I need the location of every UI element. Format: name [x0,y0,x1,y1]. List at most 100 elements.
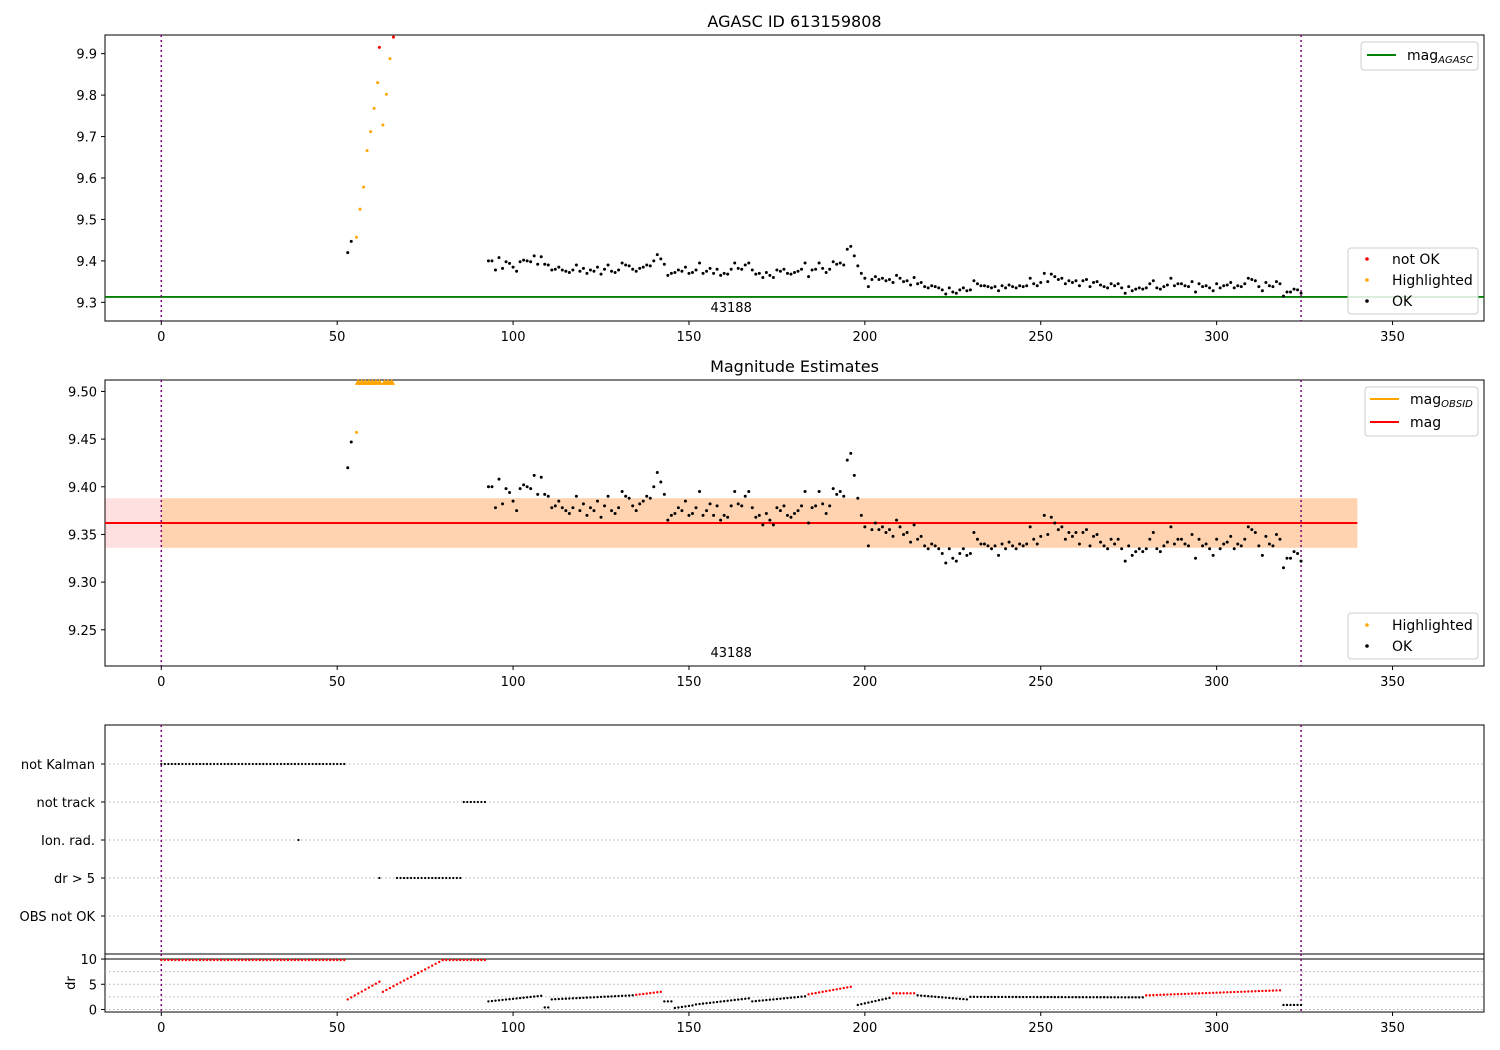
flag-point [402,876,406,880]
data-point [807,521,811,525]
data-point [880,525,884,529]
data-point [1289,556,1293,560]
data-point [905,531,909,535]
data-point [1106,547,1110,551]
dr-point [606,995,610,998]
data-point [515,269,519,273]
dr-point [821,990,824,994]
data-point [775,268,779,272]
data-point [1253,531,1257,535]
data-point [990,286,993,290]
data-point [1162,285,1166,289]
legend-marker [1365,257,1369,261]
data-point [1004,286,1008,290]
dr-point [237,958,240,962]
data-point [982,542,986,546]
dr-point [216,958,219,962]
data-point [782,504,786,508]
data-point [993,285,997,289]
dr-point [779,997,782,1000]
data-point [705,509,709,513]
data-point [729,267,733,271]
flag-point [265,762,268,766]
dr-point [916,994,919,997]
x-tick-label: 300 [1204,330,1229,345]
data-point [1296,552,1300,556]
dr-point [1116,996,1120,999]
dr-point [279,958,283,962]
data-point [884,531,888,535]
data-point [1232,286,1236,290]
data-point [550,506,554,510]
data-point [1253,279,1257,283]
dr-point [300,958,304,962]
data-point [916,537,920,541]
data-point [733,261,737,265]
data-point [613,271,617,275]
dr-point [617,994,620,998]
dr-point [744,997,747,1000]
data-point [968,288,972,292]
legend-marker [1365,278,1369,282]
data-point [1292,287,1296,291]
data-point [1190,532,1194,536]
dr-point [687,1004,691,1008]
data-point [856,496,860,500]
data-point [852,254,856,258]
dr-point [1078,995,1081,999]
dr-point [1141,996,1144,999]
dr-point [719,1000,722,1003]
data-point [1102,544,1106,548]
flag-point [336,762,339,766]
data-point [902,280,906,284]
data-point [919,534,923,538]
data-point [1053,521,1057,525]
data-point [1187,285,1190,289]
data-point [588,506,592,510]
data-point [698,490,702,494]
data-point [1236,284,1240,288]
dr-point [276,958,279,962]
dr-point [775,997,779,1001]
dr-point [726,999,729,1003]
data-point [785,271,789,275]
flag-point [399,876,402,880]
dr-point [1208,991,1211,995]
dr-point [772,998,775,1001]
data-point [1141,550,1145,554]
dr-point [575,996,578,1000]
dr-point [708,1001,712,1005]
y-tick-label: 0 [89,1003,97,1018]
dr-point [824,989,828,993]
data-point [596,499,599,503]
flag-point [438,876,441,880]
data-point [377,45,381,49]
data-point [1035,284,1039,288]
data-point [1257,544,1261,548]
dr-point [810,992,814,995]
dr-point [596,995,599,999]
dr-point [343,958,346,962]
data-point [1155,286,1159,290]
data-point [662,492,666,496]
data-point [1084,528,1088,532]
dr-point [321,958,325,962]
flag-point [406,876,409,880]
dr-point [620,994,624,998]
data-point [828,267,832,271]
legend-label: Highlighted [1392,273,1473,289]
dr-point [1159,993,1162,997]
data-point [1060,525,1064,529]
data-point [362,185,366,189]
data-point [1197,537,1201,541]
x-tick-label: 200 [852,675,877,690]
data-point [501,266,505,270]
dr-point [325,958,328,962]
dr-point [466,958,469,962]
dr-point [258,958,261,962]
data-point [1292,550,1296,554]
data-point [831,487,835,491]
dr-point [543,1006,546,1009]
data-point [1077,284,1081,288]
